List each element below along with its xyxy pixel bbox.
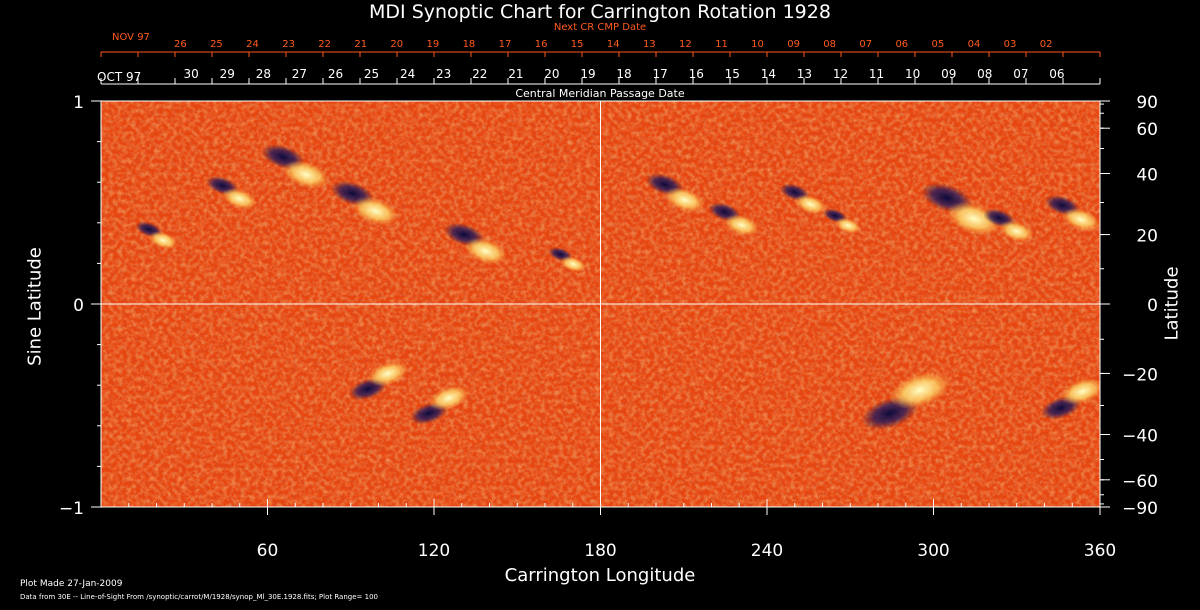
positive-region-9 [834, 217, 861, 234]
positive-region-7 [724, 214, 760, 236]
next-day-label-14: 14 [607, 39, 620, 50]
cmp-day-label-25: 25 [364, 67, 379, 81]
cmp-day-label-30: 30 [184, 67, 199, 81]
plot-made-note: Plot Made 27-Jan-2009 [20, 579, 123, 589]
next-day-label-08: 08 [823, 39, 836, 50]
next-day-label-15: 15 [571, 39, 584, 50]
positive-region-4 [463, 237, 508, 265]
next-cmp-axis-title: Next CR CMP Date [553, 22, 647, 33]
y-right-tick-label-0: 0 [1147, 296, 1158, 316]
next-day-label-19: 19 [427, 39, 440, 50]
cmp-day-label-18: 18 [616, 67, 631, 81]
next-cmp-start-label: NOV 97 [112, 32, 150, 43]
x-tick-label-300: 300 [917, 541, 949, 561]
cmp-day-label-20: 20 [544, 67, 559, 81]
next-day-label-10: 10 [751, 39, 764, 50]
next-day-label-07: 07 [859, 39, 872, 50]
y-left-tick-label-1: 1 [73, 93, 84, 113]
positive-region-2 [282, 160, 330, 189]
next-day-label-23: 23 [282, 39, 295, 50]
plot-area [101, 101, 1100, 507]
next-day-label-20: 20 [390, 39, 403, 50]
cmp-day-label-21: 21 [508, 67, 523, 81]
cmp-day-label-13: 13 [797, 67, 812, 81]
x-tick-label-180: 180 [584, 541, 616, 561]
next-day-label-11: 11 [715, 39, 728, 50]
y-right-tick-label-20: 20 [1136, 227, 1158, 247]
y-right-tick-label--20: −20 [1122, 365, 1158, 385]
cmp-day-label-14: 14 [761, 67, 776, 81]
y-right-tick-label--60: −60 [1122, 472, 1158, 492]
cmp-day-label-26: 26 [328, 67, 343, 81]
y-right-tick-label--40: −40 [1122, 426, 1158, 446]
next-day-label-03: 03 [1004, 39, 1017, 50]
y-right-tick-label-90: 90 [1136, 93, 1158, 113]
next-day-label-26: 26 [174, 39, 187, 50]
y-axis-label-right: Latitude [1161, 266, 1183, 341]
next-day-label-24: 24 [246, 39, 259, 50]
positive-region-6 [664, 187, 706, 213]
positive-region-0 [148, 231, 178, 250]
next-day-label-02: 02 [1040, 39, 1053, 50]
next-day-label-21: 21 [354, 39, 367, 50]
positive-region-11 [999, 220, 1034, 242]
x-tick-label-60: 60 [257, 541, 279, 561]
positive-region-16 [1060, 378, 1100, 405]
cmp-day-label-11: 11 [869, 67, 884, 81]
cmp-day-label-19: 19 [580, 67, 595, 81]
next-day-label-12: 12 [679, 39, 692, 50]
next-day-label-05: 05 [932, 39, 945, 50]
next-day-label-06: 06 [895, 39, 908, 50]
chart-title: MDI Synoptic Chart for Carrington Rotati… [369, 1, 831, 23]
y-left-tick-label--1: −1 [59, 499, 84, 519]
positive-region-5 [560, 256, 587, 273]
next-day-label-17: 17 [499, 39, 512, 50]
next-day-label-22: 22 [318, 39, 331, 50]
next-day-label-13: 13 [643, 39, 656, 50]
cmp-day-label-27: 27 [292, 67, 307, 81]
cmp-day-label-29: 29 [220, 67, 235, 81]
positive-region-13 [367, 361, 409, 387]
cmp-day-label-24: 24 [400, 67, 415, 81]
x-tick-label-120: 120 [418, 541, 450, 561]
x-tick-label-360: 360 [1084, 541, 1116, 561]
next-day-label-16: 16 [535, 39, 548, 50]
next-day-label-18: 18 [463, 39, 476, 50]
positive-region-12 [1062, 207, 1100, 232]
next-day-label-04: 04 [968, 39, 981, 50]
cmp-day-label-07: 07 [1013, 67, 1028, 81]
cmp-day-label-17: 17 [652, 67, 667, 81]
y-axis-label-left: Sine Latitude [24, 247, 46, 366]
positive-region-15 [889, 371, 951, 409]
positive-region-1 [222, 188, 257, 210]
y-right-tick-label-40: 40 [1136, 166, 1158, 186]
cmp-day-label-28: 28 [256, 67, 271, 81]
positive-region-14 [428, 385, 470, 411]
y-right-tick-label-60: 60 [1136, 120, 1158, 140]
next-day-label-09: 09 [787, 39, 800, 50]
cmp-start-label: OCT 97 [97, 70, 142, 84]
y-right-tick-label--90: −90 [1122, 499, 1158, 519]
x-tick-label-240: 240 [751, 541, 783, 561]
cmp-axis-title: Central Meridian Passage Date [515, 87, 685, 100]
cmp-day-label-22: 22 [472, 67, 487, 81]
x-axis-label: Carrington Longitude [504, 565, 696, 586]
cmp-day-label-10: 10 [905, 67, 920, 81]
cmp-day-label-23: 23 [436, 67, 451, 81]
data-source-note: Data from 30E -- Line-of-Sight From /syn… [20, 593, 378, 601]
next-day-label-25: 25 [210, 39, 223, 50]
positive-region-8 [794, 194, 827, 215]
cmp-day-label-08: 08 [977, 67, 992, 81]
y-left-tick-label-0: 0 [73, 296, 84, 316]
cmp-day-label-06: 06 [1049, 67, 1064, 81]
axes: 60 120 180 240 300 360−101−90−60−40−200204060… [59, 39, 1158, 561]
cmp-day-label-09: 09 [941, 67, 956, 81]
positive-region-3 [352, 196, 399, 226]
cmp-day-label-12: 12 [833, 67, 848, 81]
cmp-day-label-15: 15 [725, 67, 740, 81]
cmp-day-label-16: 16 [689, 67, 704, 81]
